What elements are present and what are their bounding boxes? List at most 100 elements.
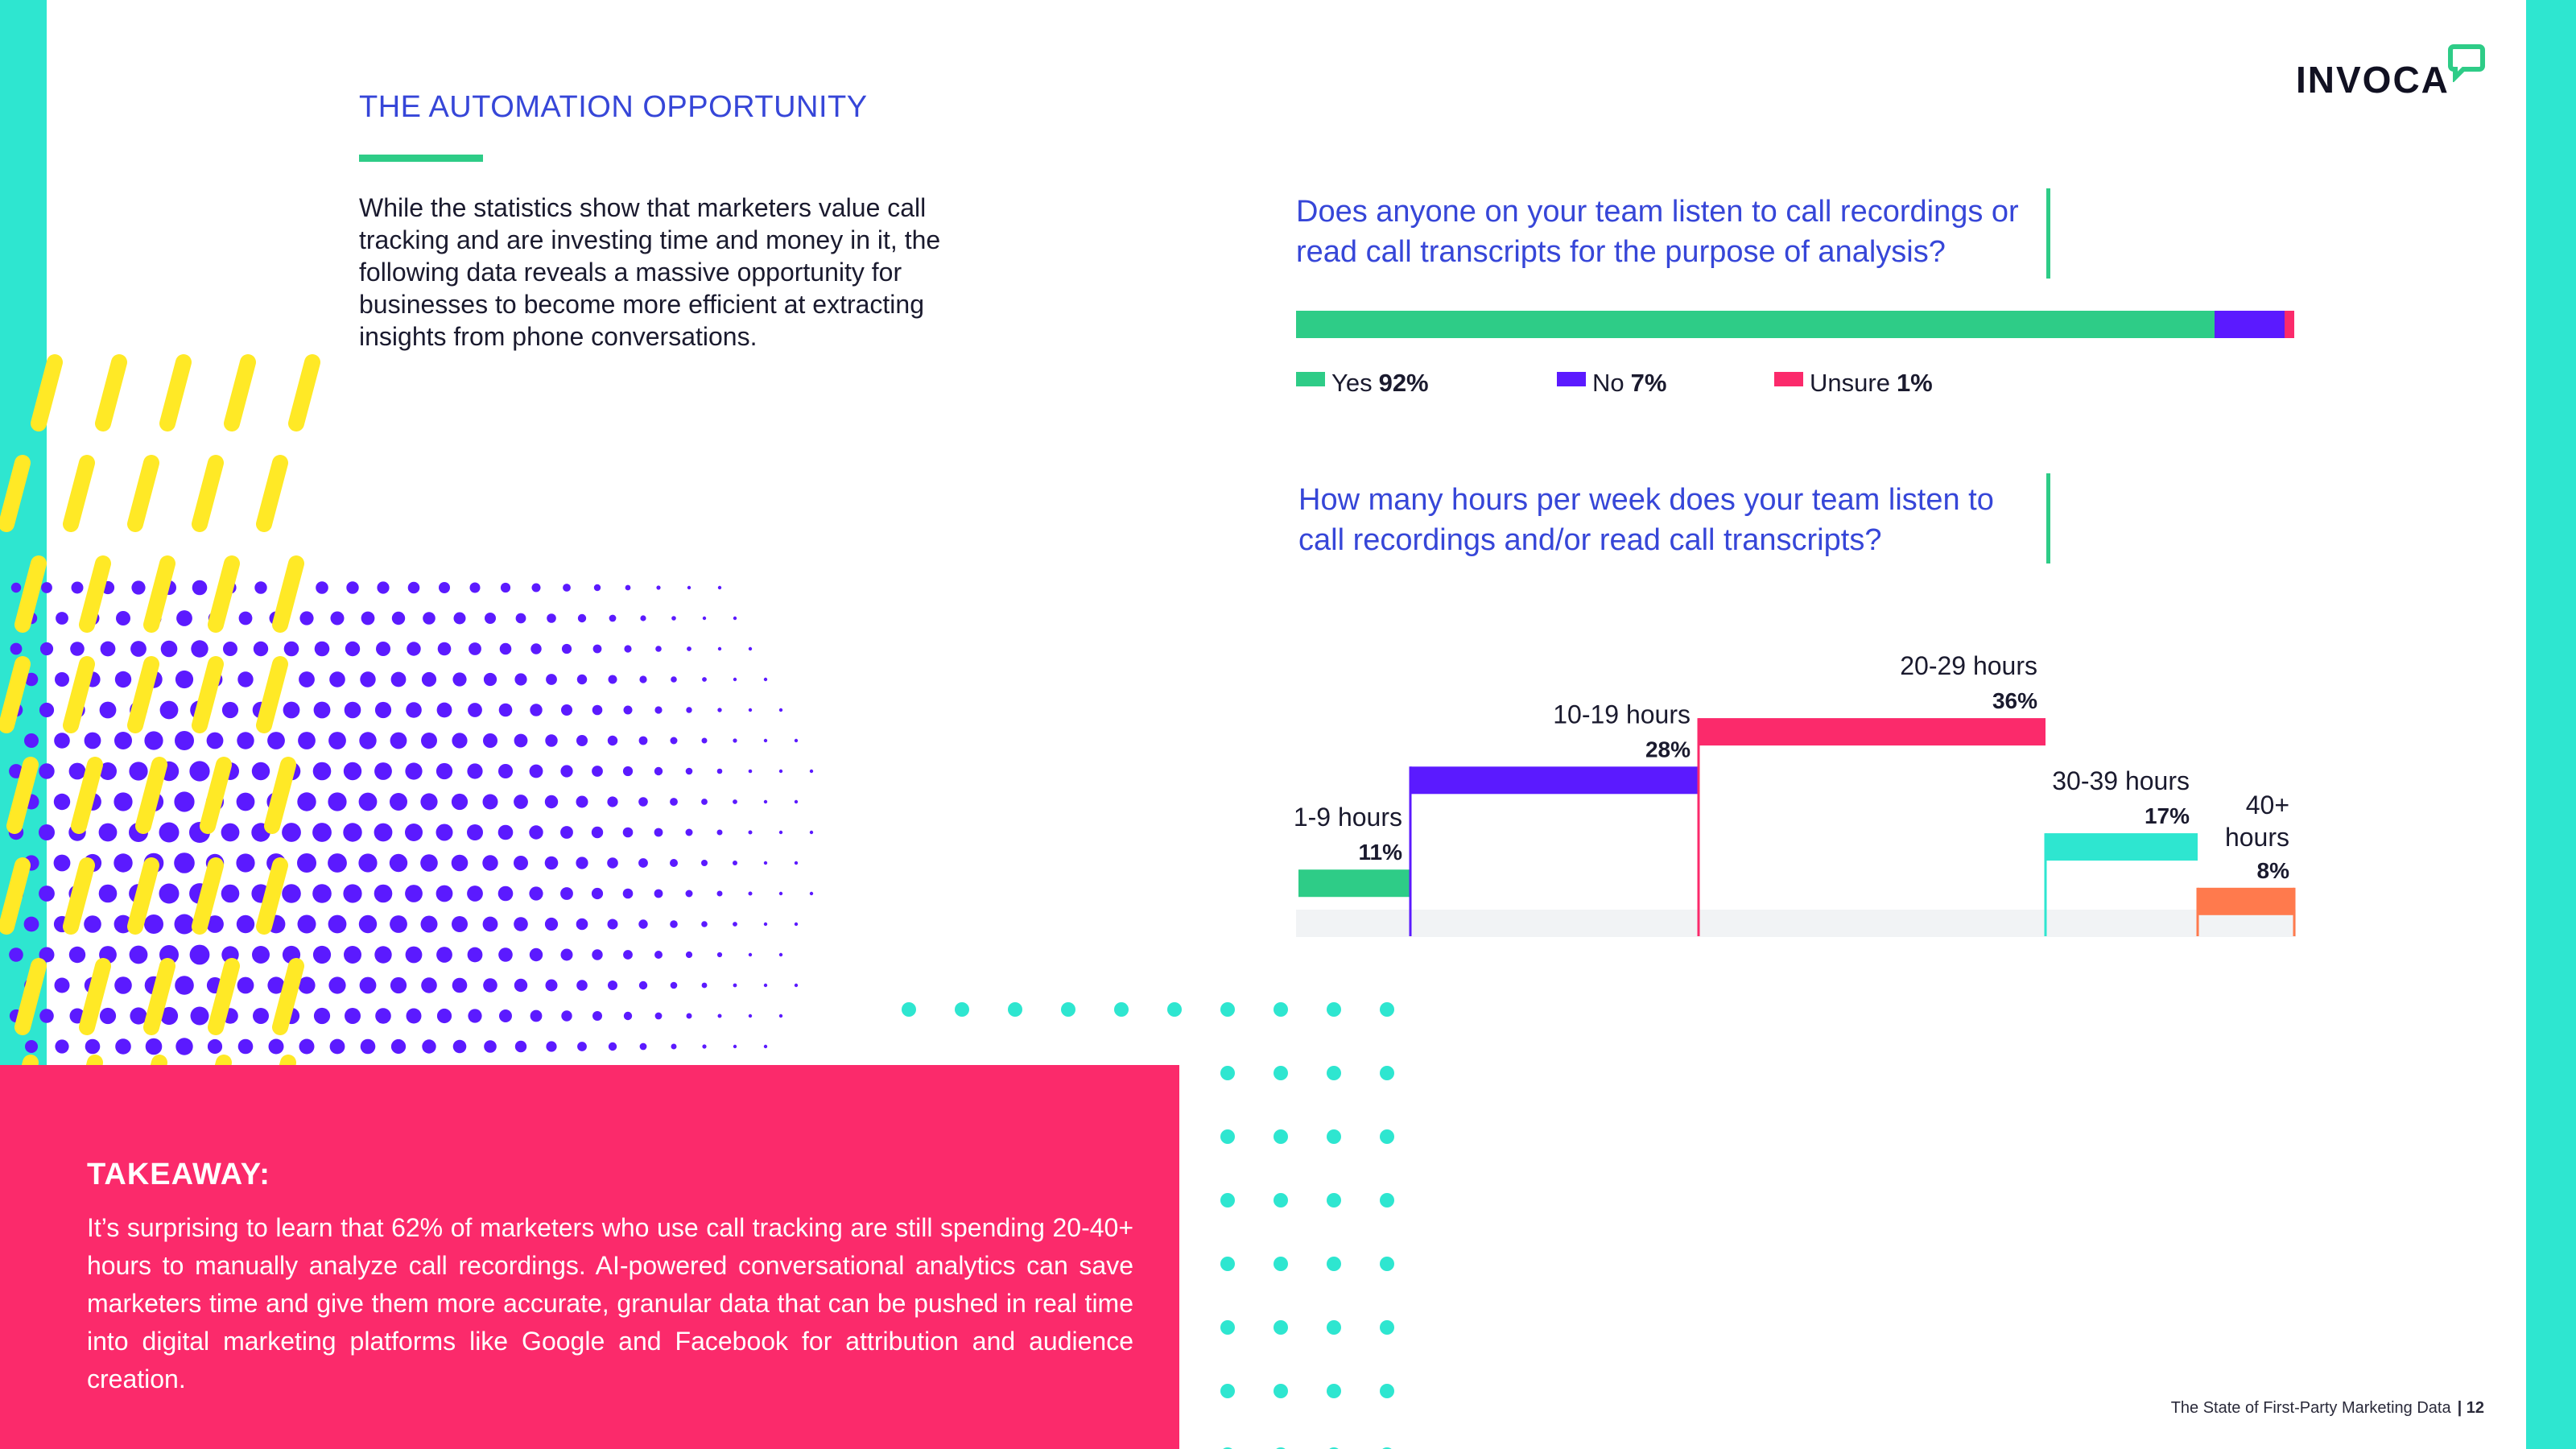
legend-yes: Yes 92% [1296, 367, 1429, 399]
purple-dot [778, 830, 783, 835]
purple-dot [160, 640, 178, 658]
yellow-dash [0, 656, 31, 733]
purple-dot [514, 733, 528, 748]
purple-dot [39, 824, 55, 840]
purple-dot [174, 852, 195, 873]
purple-dot [778, 891, 783, 896]
purple-dot [483, 672, 497, 687]
title-underline [359, 155, 483, 162]
purple-dot [733, 983, 737, 988]
purple-dot [483, 733, 497, 748]
purple-dot [221, 884, 240, 903]
purple-dot [529, 825, 543, 840]
purple-dot [175, 731, 194, 750]
purple-dot [236, 853, 255, 873]
yellow-dash [272, 555, 304, 633]
teal-dot [1167, 1002, 1182, 1017]
purple-dot [452, 1039, 467, 1054]
purple-dot [374, 762, 392, 780]
purple-dot [529, 947, 543, 962]
purple-dot [608, 675, 617, 684]
purple-dot [129, 762, 148, 781]
purple-dot [267, 976, 285, 994]
purple-dot [116, 611, 130, 625]
teal-dot [1380, 1129, 1394, 1144]
step-value-label-2: 28% [1645, 737, 1690, 762]
teal-dot [1008, 1002, 1022, 1017]
purple-dot [608, 980, 617, 990]
legend-swatch-yes [1296, 372, 1325, 386]
purple-dot [560, 887, 573, 900]
purple-dot [312, 884, 332, 903]
purple-dot [282, 884, 301, 903]
purple-dot [467, 763, 483, 779]
purple-dot [343, 884, 362, 903]
purple-dot [794, 799, 799, 804]
purple-dot [546, 1041, 557, 1052]
purple-dot [514, 917, 528, 931]
purple-dot [482, 916, 498, 932]
section-title: THE AUTOMATION OPPORTUNITY [359, 90, 868, 124]
purple-dot [654, 706, 663, 714]
purple-dot [561, 704, 572, 716]
question-1-rule [2046, 188, 2050, 279]
purple-dot [670, 920, 678, 928]
purple-dot [420, 915, 438, 933]
step-value-label-1: 11% [1359, 840, 1403, 865]
purple-dot [452, 916, 468, 932]
purple-dot [41, 582, 52, 593]
purple-dot [237, 671, 254, 687]
purple-dot [405, 885, 423, 902]
purple-dot [514, 795, 528, 809]
speech-bubble-icon [2448, 44, 2485, 82]
purple-dot [298, 976, 316, 994]
purple-dot [374, 823, 393, 842]
purple-dot [99, 1007, 117, 1025]
yellow-dash [79, 958, 111, 1035]
purple-dot [436, 947, 452, 963]
purple-dot [24, 733, 39, 748]
purple-dot [114, 732, 132, 749]
purple-dot [778, 952, 783, 957]
purple-dot [576, 857, 588, 869]
purple-dot [343, 762, 362, 781]
purple-dot [345, 1008, 361, 1024]
purple-dot [175, 670, 194, 689]
purple-dot [236, 914, 255, 934]
purple-dot [685, 951, 693, 959]
yellow-dash [79, 555, 111, 633]
yellow-dash [192, 656, 224, 733]
purple-dot [389, 853, 408, 873]
purple-dot [748, 1013, 753, 1018]
purple-dot [514, 856, 528, 870]
yellow-dash [0, 455, 31, 532]
yellow-dash [256, 857, 288, 935]
purple-dot [144, 731, 163, 750]
purple-dot [254, 581, 267, 594]
purple-dot [748, 646, 753, 651]
purple-dot [733, 677, 737, 682]
purple-dot [748, 891, 753, 896]
purple-dot [174, 914, 195, 935]
purple-dot [144, 914, 163, 934]
yellow-dash [6, 757, 39, 834]
yellow-dash [127, 656, 159, 733]
purple-dot [313, 1007, 331, 1025]
purple-dot [482, 794, 498, 810]
yellow-dash [127, 455, 159, 532]
purple-dot [312, 762, 332, 781]
purple-dot [763, 799, 768, 804]
purple-dot [251, 762, 270, 781]
purple-dot [670, 737, 678, 745]
legend-label-yes: Yes [1331, 369, 1373, 397]
purple-dot [39, 947, 55, 963]
purple-dot [702, 1044, 707, 1049]
purple-dot [483, 978, 497, 993]
purple-dot [330, 611, 345, 625]
purple-dot [53, 793, 71, 811]
purple-dot [656, 585, 661, 590]
purple-dot [623, 950, 633, 960]
purple-dot [390, 793, 407, 811]
teal-dot [955, 1002, 969, 1017]
purple-dot [671, 676, 677, 683]
